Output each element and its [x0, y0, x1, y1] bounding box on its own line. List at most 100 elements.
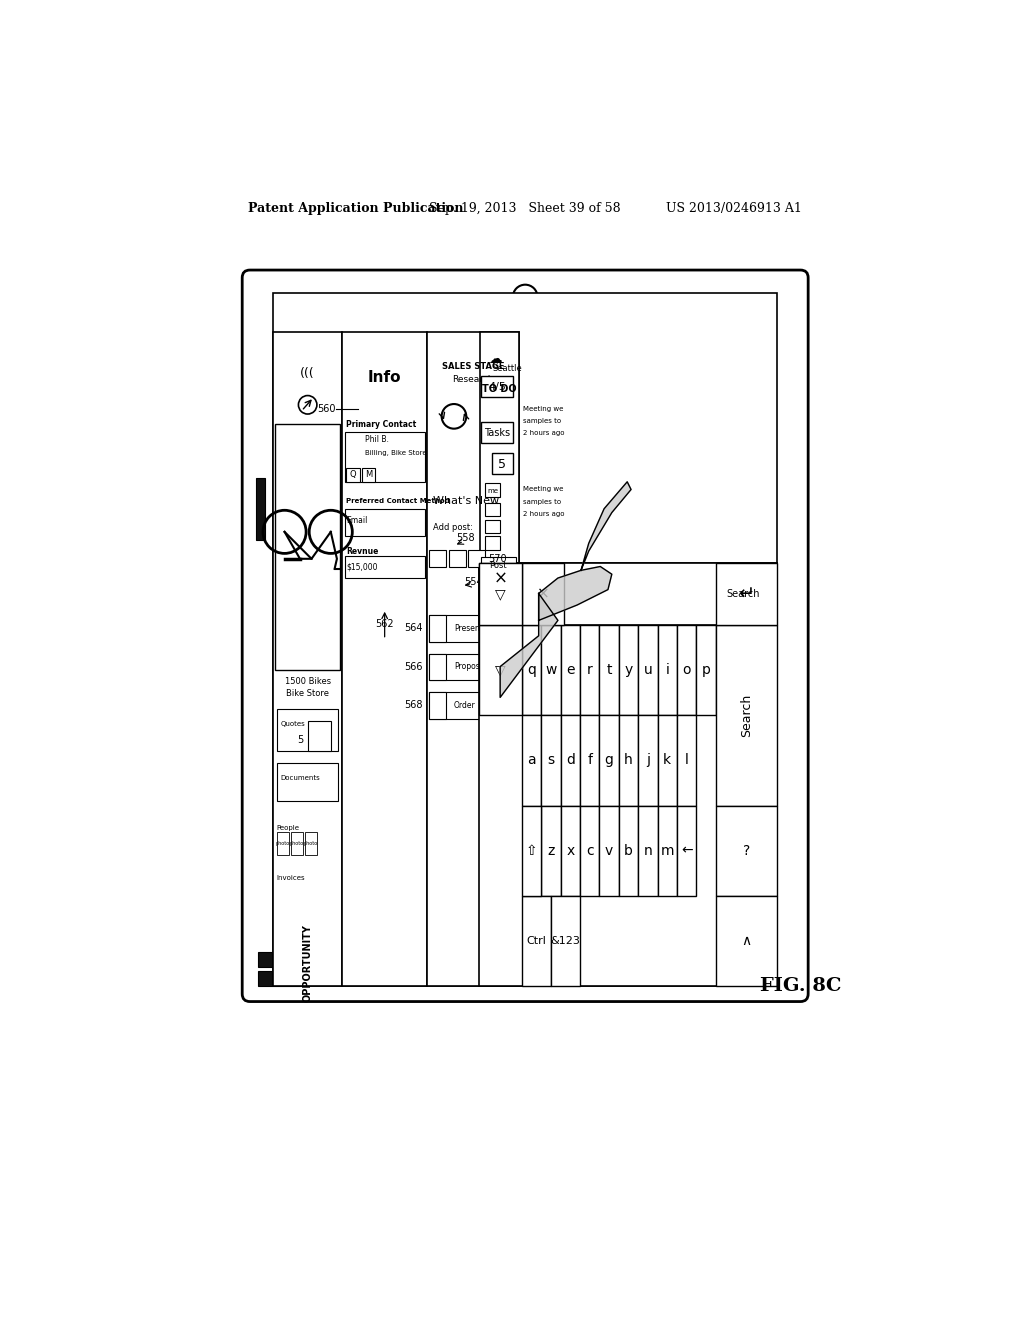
Bar [449, 549, 466, 566]
Text: ←: ← [681, 843, 692, 858]
Text: $15,000: $15,000 [346, 562, 378, 572]
Bar [291, 832, 303, 855]
Bar [479, 564, 521, 594]
Bar [480, 331, 519, 986]
Bar [618, 805, 638, 896]
Bar [638, 715, 657, 805]
Text: Tasks: Tasks [484, 428, 510, 438]
Text: Meeting we: Meeting we [523, 405, 563, 412]
Bar [345, 557, 425, 578]
Text: 562: 562 [376, 619, 394, 630]
Text: FIG. 8C: FIG. 8C [760, 977, 841, 995]
Bar [256, 478, 265, 540]
Bar [580, 715, 599, 805]
Bar [481, 557, 515, 574]
Text: US 2013/0246913 A1: US 2013/0246913 A1 [667, 202, 802, 215]
Bar [427, 331, 519, 986]
Bar [696, 626, 716, 715]
Text: h: h [624, 754, 633, 767]
Text: ↵: ↵ [738, 585, 755, 603]
Bar [468, 549, 484, 566]
Bar [599, 715, 618, 805]
Bar [429, 653, 446, 681]
Text: Ctrl: Ctrl [526, 936, 546, 946]
Bar [541, 715, 560, 805]
Bar [479, 564, 777, 626]
Text: Info: Info [368, 371, 401, 385]
Text: ?: ? [743, 843, 751, 858]
Bar [429, 692, 517, 719]
Text: 1500 Bikes: 1500 Bikes [285, 677, 331, 686]
Text: ▽: ▽ [496, 587, 506, 601]
Text: Bike Store: Bike Store [286, 689, 329, 698]
Text: Q: Q [350, 470, 356, 479]
Bar [677, 626, 696, 715]
Bar [479, 626, 521, 715]
Bar [429, 692, 446, 719]
Text: 2 hours ago: 2 hours ago [523, 511, 565, 517]
Text: Quotes: Quotes [281, 721, 305, 727]
Text: a: a [527, 754, 536, 767]
Text: samples to: samples to [523, 418, 561, 424]
Bar [560, 626, 580, 715]
Text: 566: 566 [404, 661, 423, 672]
Bar [276, 763, 339, 801]
Text: photo: photo [275, 841, 290, 846]
Text: 4/5: 4/5 [488, 381, 506, 392]
Text: 5: 5 [499, 458, 507, 471]
Text: l: l [685, 754, 688, 767]
Text: Sep. 19, 2013   Sheet 39 of 58: Sep. 19, 2013 Sheet 39 of 58 [429, 202, 621, 215]
Text: t: t [606, 663, 611, 677]
Polygon shape [581, 482, 631, 570]
Polygon shape [500, 594, 558, 697]
Text: Post: Post [489, 561, 507, 570]
Text: b: b [624, 843, 633, 858]
Text: x: x [566, 843, 574, 858]
Text: Meeting we: Meeting we [523, 568, 563, 573]
Bar [479, 564, 777, 986]
Text: ⇧: ⇧ [525, 843, 538, 858]
Text: Email: Email [346, 516, 368, 525]
Bar [429, 653, 517, 681]
Text: M: M [365, 470, 372, 479]
Bar [276, 832, 289, 855]
Text: 570: 570 [488, 554, 507, 564]
Bar [342, 331, 427, 986]
Bar [345, 508, 425, 536]
Text: 560: 560 [317, 404, 336, 413]
Bar [551, 896, 580, 986]
Text: me: me [487, 488, 498, 494]
Text: Order: Order [454, 701, 476, 710]
Text: What's New: What's New [433, 496, 500, 506]
Bar [493, 453, 513, 474]
Bar [361, 469, 376, 482]
Bar [521, 564, 564, 626]
Bar [481, 376, 513, 397]
Text: m: m [660, 843, 674, 858]
Bar [560, 805, 580, 896]
Bar [273, 293, 777, 986]
Text: Patent Application Publication: Patent Application Publication [248, 202, 463, 215]
Bar [599, 626, 618, 715]
Text: Primary Contact: Primary Contact [346, 420, 417, 429]
Text: Phil B.: Phil B. [366, 436, 389, 444]
Text: Invoices: Invoices [276, 875, 305, 882]
Bar [275, 424, 340, 671]
Bar [484, 536, 500, 550]
Bar [276, 709, 339, 751]
Text: ×: × [494, 570, 508, 587]
Text: (((: ((( [300, 367, 315, 380]
Bar [716, 626, 777, 805]
Bar [429, 549, 446, 566]
Text: SALES STAGE: SALES STAGE [442, 362, 505, 371]
Bar [521, 805, 541, 896]
Bar [716, 564, 777, 626]
Bar [304, 832, 316, 855]
Text: y: y [625, 663, 633, 677]
Text: samples to: samples to [523, 499, 561, 504]
Text: TO DO: TO DO [482, 384, 517, 395]
Text: +  Add File: + Add File [488, 597, 530, 606]
Bar [560, 715, 580, 805]
Bar [484, 483, 500, 498]
Text: photo: photo [303, 841, 317, 846]
